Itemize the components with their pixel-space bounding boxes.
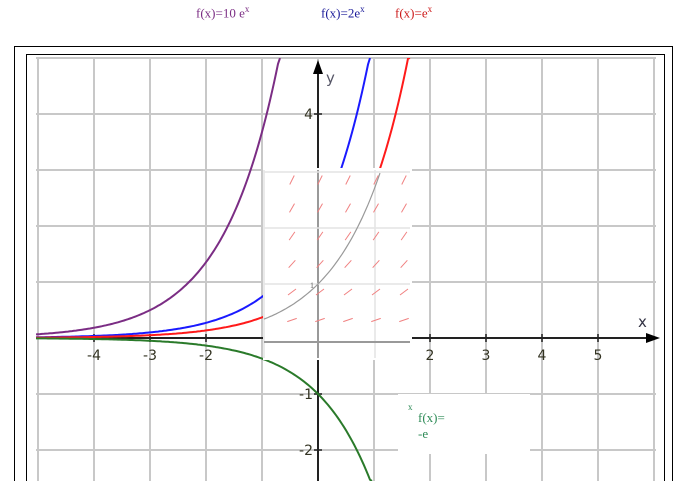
inner-frame [26, 54, 665, 481]
slope-mark [317, 175, 323, 185]
slope-mark [344, 259, 352, 269]
slope-mark [343, 288, 353, 296]
slope-mark [289, 203, 295, 213]
slope-mark [372, 259, 380, 269]
inset-y-tick-label: 1 [310, 281, 314, 290]
x-tick-label: -3 [143, 348, 157, 364]
x-tick-label: 2 [426, 348, 435, 364]
slope-mark [373, 203, 379, 213]
slope-mark [315, 317, 325, 323]
x-tick-label: 3 [482, 348, 491, 364]
inset-background [263, 168, 412, 360]
slope-mark [316, 259, 324, 269]
inset-slope-field: 1 [263, 168, 412, 360]
legend-ex: f(x)=ex [395, 4, 433, 21]
slope-mark [345, 175, 351, 185]
slope-mark [317, 203, 323, 213]
slope-mark [371, 288, 381, 296]
x-tick-label: -2 [199, 348, 213, 364]
slope-mark [399, 288, 409, 296]
slope-mark [316, 231, 324, 241]
legend-2ex: f(x)=2ex [321, 4, 365, 21]
slope-mark [288, 259, 296, 269]
curve [36, 337, 373, 481]
slope-mark [373, 175, 379, 185]
slope-mark [401, 175, 407, 185]
slope-mark [401, 203, 407, 213]
neg-ex-label-box: f(x)= -e x [398, 394, 530, 454]
slope-mark [400, 259, 408, 269]
x-tick-label: 4 [538, 348, 547, 364]
slope-mark [288, 231, 296, 241]
legend-neg-ex: f(x)= -e x [408, 402, 445, 441]
x-tick-label: 5 [594, 348, 603, 364]
slope-mark [400, 231, 408, 241]
slope-mark [289, 175, 295, 185]
y-tick-label: -2 [299, 443, 313, 459]
y-axis-arrow [313, 60, 323, 74]
slope-mark [372, 231, 380, 241]
y-axis-label: y [326, 69, 335, 87]
x-axis-label: x [638, 313, 647, 331]
legend-10ex: f(x)=10 ex [196, 4, 250, 21]
slope-mark [287, 288, 297, 296]
x-axis-arrow [646, 333, 660, 343]
x-tick-label: -4 [87, 348, 101, 364]
y-tick-label: 4 [304, 107, 313, 123]
slope-mark [344, 231, 352, 241]
y-tick-label: -1 [299, 387, 313, 403]
inset-curve [263, 172, 381, 320]
curve [36, 58, 281, 336]
slope-mark [399, 317, 409, 323]
slope-mark [315, 288, 325, 296]
slope-mark [345, 203, 351, 213]
slope-mark [371, 317, 381, 323]
slope-mark [287, 317, 297, 323]
outer-frame [14, 46, 673, 481]
slope-mark [343, 317, 353, 323]
